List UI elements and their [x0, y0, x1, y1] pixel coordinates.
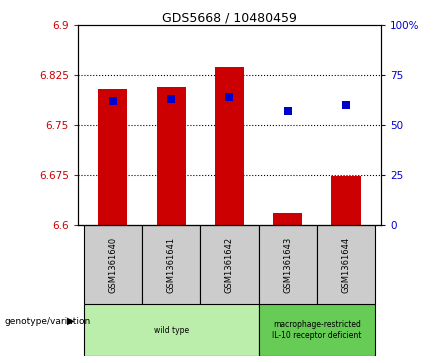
Bar	[273, 213, 302, 225]
Title: GDS5668 / 10480459: GDS5668 / 10480459	[162, 11, 297, 24]
Point	[226, 94, 233, 100]
Text: macrophage-restricted
IL-10 receptor deficient: macrophage-restricted IL-10 receptor def…	[272, 321, 362, 340]
Text: GSM1361644: GSM1361644	[342, 237, 351, 293]
Point	[168, 96, 174, 102]
Bar	[317, 225, 375, 305]
Text: ▶: ▶	[67, 316, 74, 326]
Bar	[98, 89, 127, 225]
Point	[284, 108, 291, 114]
Bar	[215, 66, 244, 225]
Text: GSM1361641: GSM1361641	[167, 237, 176, 293]
Bar	[259, 225, 317, 305]
Bar	[157, 87, 186, 225]
Bar	[200, 225, 259, 305]
Bar	[332, 176, 361, 225]
Bar	[84, 305, 259, 356]
Bar	[259, 305, 375, 356]
Bar	[142, 225, 200, 305]
Point	[110, 98, 116, 104]
Text: GSM1361642: GSM1361642	[225, 237, 234, 293]
Text: genotype/variation: genotype/variation	[4, 317, 90, 326]
Point	[343, 102, 349, 108]
Text: wild type: wild type	[154, 326, 189, 335]
Text: GSM1361643: GSM1361643	[283, 236, 292, 293]
Bar	[84, 225, 142, 305]
Text: GSM1361640: GSM1361640	[108, 237, 117, 293]
